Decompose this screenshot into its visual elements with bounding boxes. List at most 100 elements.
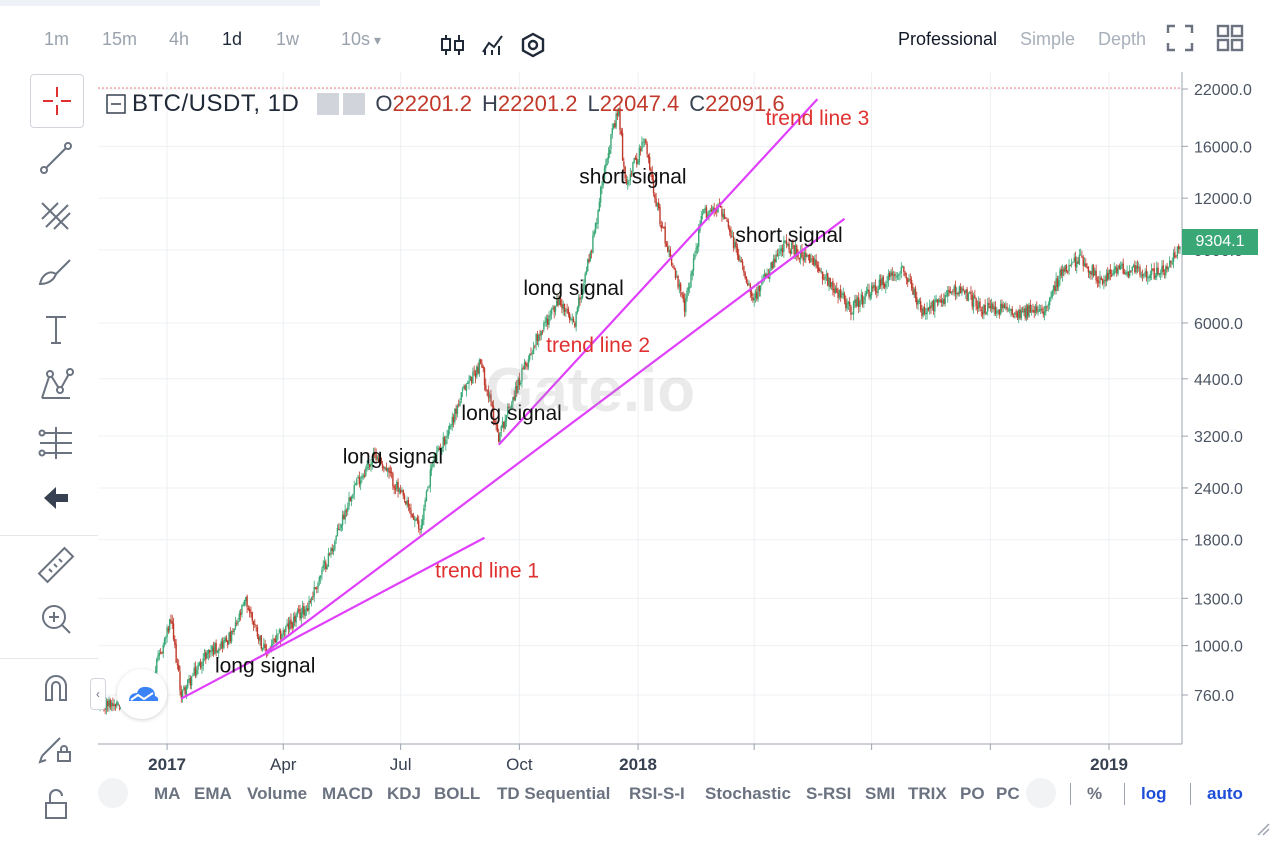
indicator-rsi-s-i[interactable]: RSI-S-I [629, 784, 685, 803]
candle-body [1141, 274, 1144, 276]
timeframe-1d[interactable]: 1d [222, 29, 243, 49]
timeframe-4h[interactable]: 4h [169, 29, 190, 49]
crosshair-tool[interactable] [30, 74, 84, 128]
indicator-boll[interactable]: BOLL [434, 784, 481, 803]
candle-body [659, 207, 661, 225]
mode-depth[interactable]: Depth [1098, 29, 1147, 49]
timeframe-1m[interactable]: 1m [44, 29, 70, 49]
candle-body [312, 596, 314, 598]
chevron-down-icon[interactable]: ▾ [374, 32, 382, 48]
trend-line-3[interactable] [497, 98, 819, 446]
candle-body [716, 210, 718, 212]
signal-annotation[interactable]: long signal [523, 277, 623, 300]
signal-annotation[interactable]: long signal [343, 445, 443, 468]
candle-body [1107, 272, 1109, 280]
candlestick-icon[interactable] [440, 32, 466, 58]
zoom-in-tool[interactable] [30, 593, 82, 645]
magnet-tool[interactable] [30, 662, 82, 714]
candle-body [830, 282, 833, 287]
trend-line-label[interactable]: trend line 2 [546, 334, 650, 357]
candle-body [727, 221, 730, 228]
candle-body [816, 265, 819, 268]
scale-percent-toggle[interactable]: % [1087, 784, 1103, 803]
candle-body [212, 647, 215, 655]
indicator-ema[interactable]: EMA [194, 784, 232, 803]
ruler-tool[interactable] [30, 539, 82, 591]
candle-body [1110, 275, 1113, 277]
resize-handle-icon[interactable] [1256, 822, 1270, 836]
trend-line-label[interactable]: trend line 1 [435, 559, 539, 582]
y-tick-label: 4400.0 [1194, 372, 1243, 389]
indicator-trix[interactable]: TRIX [908, 784, 947, 803]
signal-annotation[interactable]: long signal [461, 402, 561, 425]
mode-simple[interactable]: Simple [1020, 29, 1076, 49]
measure-tool[interactable] [30, 417, 82, 469]
candle-body [402, 489, 404, 496]
scroll-right-button[interactable] [1026, 778, 1056, 808]
fullscreen-icon[interactable] [1166, 24, 1194, 52]
indicator-ma[interactable]: MA [154, 784, 181, 803]
lock-edit-tool[interactable] [30, 720, 82, 772]
candle-body [490, 394, 492, 403]
scroll-left-button[interactable] [98, 778, 128, 808]
settings-icon[interactable] [343, 93, 366, 115]
indicator-kdj[interactable]: KDJ [387, 784, 422, 803]
collapse-icon[interactable] [106, 94, 126, 114]
timeframe-10s[interactable]: 10s [341, 29, 371, 49]
visibility-icon[interactable] [317, 93, 340, 115]
text-tool[interactable] [30, 303, 82, 355]
candle-body [157, 655, 159, 660]
candle-body [774, 258, 776, 263]
candle-body [927, 308, 930, 311]
candle-body [521, 368, 523, 382]
candle-body [1052, 285, 1055, 291]
candle-body [701, 213, 704, 215]
candle-body [176, 663, 179, 666]
signal-annotation[interactable]: short signal [735, 224, 842, 247]
pattern-tool[interactable] [30, 360, 82, 412]
trend-line-1[interactable] [180, 536, 486, 700]
grid-layout-icon[interactable] [1216, 24, 1244, 52]
indicator-icon[interactable] [480, 32, 506, 58]
candle-body [855, 299, 857, 307]
indicator-smi[interactable]: SMI [865, 784, 896, 803]
indicator-macd[interactable]: MACD [322, 784, 373, 803]
candle-body [447, 430, 450, 437]
collapse-toolbar-handle[interactable]: ‹ [90, 678, 106, 710]
indicator-s-rsi[interactable]: S-RSI [806, 784, 852, 803]
candle-body [642, 141, 644, 143]
settings-hexagon-icon[interactable] [520, 32, 546, 58]
timeframe-15m[interactable]: 15m [102, 29, 138, 49]
signal-annotation[interactable]: short signal [579, 166, 686, 189]
candle-body [1094, 270, 1096, 275]
indicator-td-sequential[interactable]: TD Sequential [497, 784, 611, 803]
candle-body [936, 299, 939, 303]
indicator-volume[interactable]: Volume [247, 784, 308, 803]
trend-line-2[interactable] [264, 217, 846, 654]
trend-line-label[interactable]: trend line 3 [765, 107, 869, 130]
indicator-pc[interactable]: PC [996, 784, 1020, 803]
trend-line-tool[interactable] [30, 132, 82, 184]
brush-tool[interactable] [30, 246, 82, 298]
back-tool[interactable] [30, 472, 82, 524]
candle-body [827, 273, 829, 286]
candle-body [408, 507, 411, 510]
chart-logo-button[interactable] [117, 669, 167, 719]
mode-professional[interactable]: Professional [898, 29, 998, 49]
candle-body [846, 303, 848, 309]
unlock-tool[interactable] [30, 777, 82, 829]
scale-log-toggle[interactable]: log [1141, 784, 1167, 803]
signal-annotation[interactable]: long signal [215, 655, 315, 678]
fib-tool[interactable] [30, 189, 82, 241]
candle-body [722, 213, 724, 218]
indicator-po[interactable]: PO [960, 784, 985, 803]
timeframe-1w[interactable]: 1w [276, 29, 300, 49]
scale-auto-toggle[interactable]: auto [1207, 784, 1243, 803]
candle-body [638, 147, 641, 163]
candle-body [398, 488, 401, 492]
candle-body [1099, 276, 1101, 284]
candle-body [1167, 267, 1170, 270]
candle-body [979, 301, 981, 309]
indicator-stochastic[interactable]: Stochastic [705, 784, 791, 803]
